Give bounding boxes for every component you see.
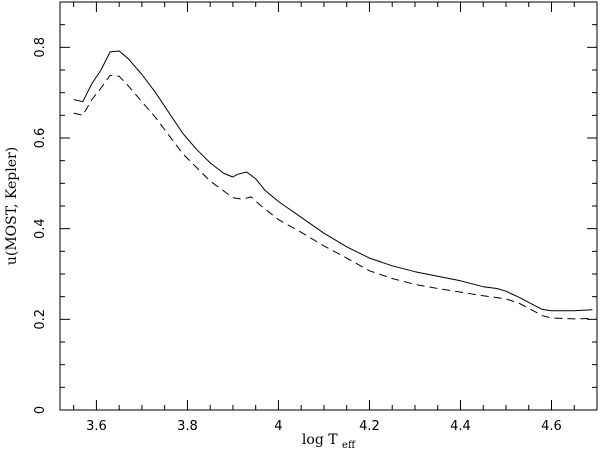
x-tick-label: 4.6 <box>541 419 562 434</box>
x-tick-label: 4.2 <box>359 419 380 434</box>
y-axis-label: u(MOST, Kepler) <box>4 147 20 265</box>
x-tick-label: 3.6 <box>86 419 107 434</box>
ticks-group <box>60 1 598 411</box>
x-tick-label: 3.8 <box>177 419 198 434</box>
x-axis-label-main: log T <box>302 432 338 448</box>
x-axis-label: log T eff <box>302 432 356 451</box>
series-line-solid <box>73 50 593 312</box>
y-tick-label: 0.6 <box>33 128 48 149</box>
y-tick-label: 0.4 <box>33 218 48 239</box>
series-line-dashed <box>73 74 593 320</box>
tick-labels-group: 3.6 3.8 4 4.2 4.4 4.6 0 0.2 0.4 0.6 0.8 <box>33 37 562 434</box>
series-group <box>73 50 593 320</box>
y-tick-label: 0 <box>33 406 48 414</box>
plot-frame <box>59 1 598 411</box>
x-tick-label: 4.4 <box>450 419 471 434</box>
y-tick-label: 0.2 <box>33 309 48 330</box>
y-tick-label: 0.8 <box>33 37 48 58</box>
x-tick-label: 4 <box>274 419 282 434</box>
plot-frame-group <box>59 1 598 411</box>
x-axis-label-subscript: eff <box>342 440 356 451</box>
